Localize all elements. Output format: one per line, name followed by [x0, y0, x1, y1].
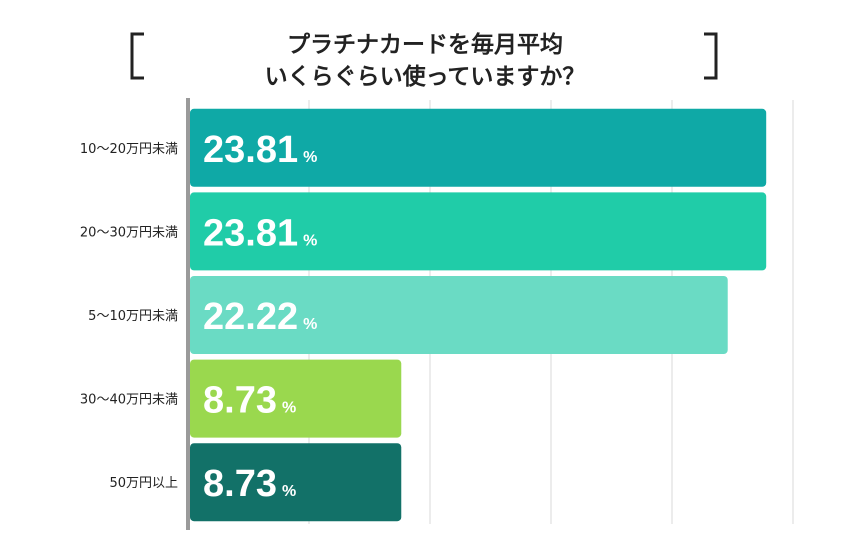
- unit-label-4: %: [282, 483, 296, 500]
- value-label-3: 8.73: [203, 380, 277, 422]
- bar-1: [190, 192, 767, 271]
- unit-label-0: %: [303, 149, 317, 166]
- category-label-1: 20〜30万円未満: [80, 225, 178, 240]
- value-label-4: 8.73: [203, 463, 277, 505]
- category-label-0: 10〜20万円未満: [80, 142, 178, 157]
- category-label-2: 5〜10万円未満: [88, 309, 178, 324]
- unit-label-3: %: [282, 400, 296, 417]
- category-label-4: 50万円以上: [109, 476, 178, 491]
- unit-label-2: %: [303, 316, 317, 333]
- category-label-3: 30〜40万円未満: [80, 393, 178, 408]
- unit-label-1: %: [303, 232, 317, 249]
- title-bracket-left: [130, 32, 144, 80]
- bar-0: [190, 108, 767, 187]
- bar-2: [190, 276, 728, 354]
- value-label-0: 23.81: [203, 129, 298, 171]
- labels: 10〜20万円未満 23.81 % 20〜30万円未満 23.81 % 5〜10万円未満 22…: [80, 129, 317, 505]
- chart-title-line-1: プラチナカードを毎月平均: [287, 31, 563, 58]
- title-bracket-right: [704, 32, 718, 80]
- value-label-2: 22.22: [203, 296, 298, 338]
- value-label-1: 23.81: [203, 212, 298, 254]
- bar-4: [190, 443, 402, 522]
- bar-3: [190, 359, 402, 438]
- bars: [190, 108, 767, 522]
- chart-title-line-2: いくらぐらい使っていますか？: [265, 64, 586, 90]
